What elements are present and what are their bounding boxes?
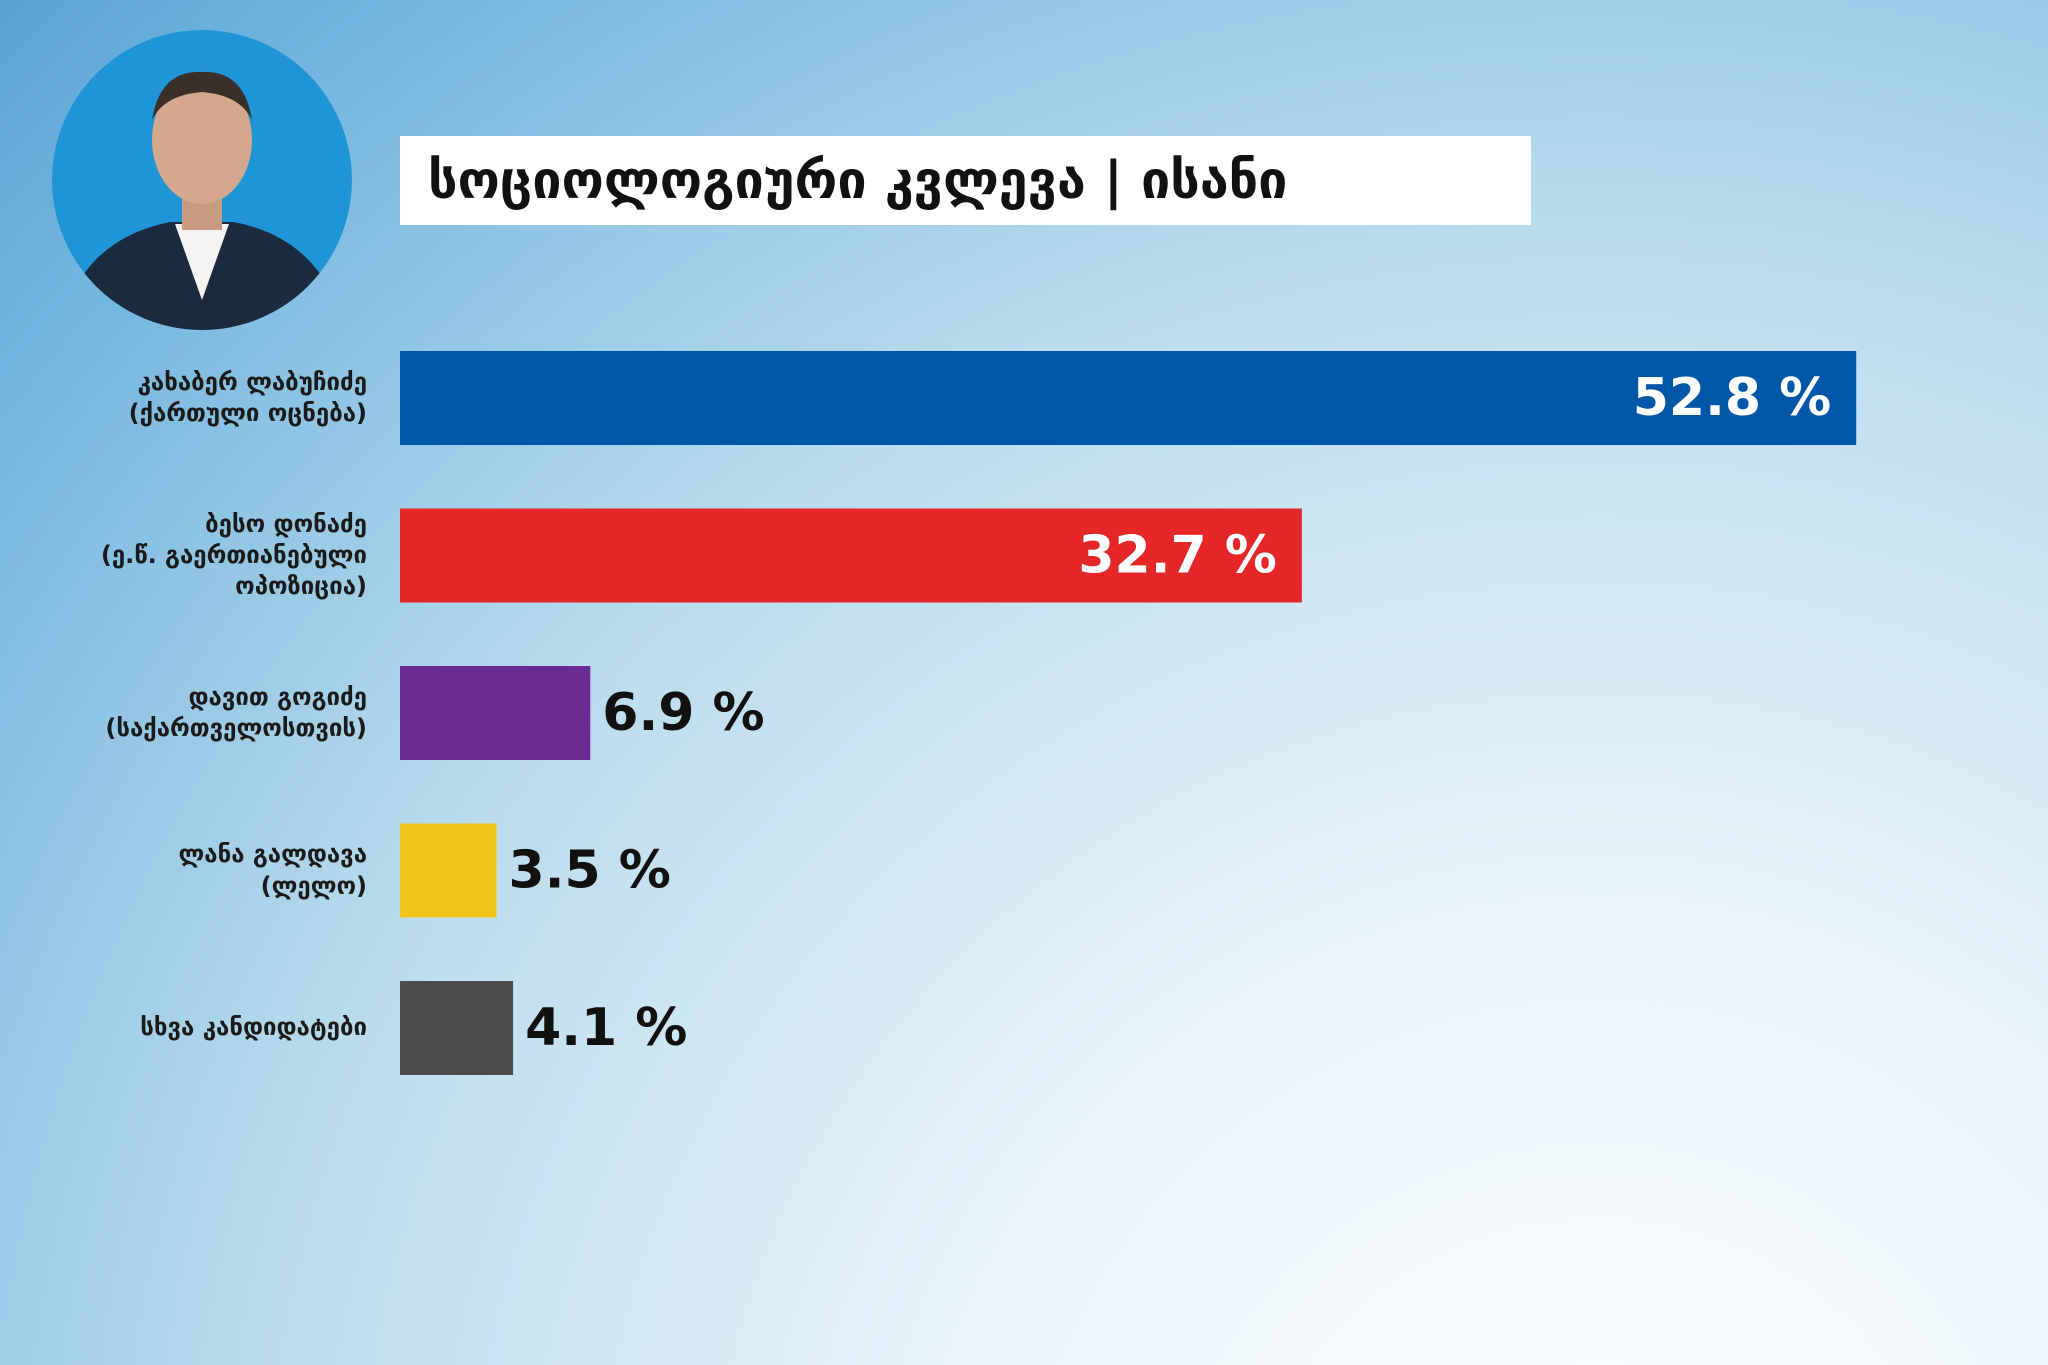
photo — [52, 30, 352, 330]
value-label: 3.5 % — [509, 841, 671, 901]
category-label: დავით გოგიძე (საქართველოსთვის) — [105, 682, 367, 742]
bar — [400, 981, 514, 1075]
chart-title: სოციოლოგიური კვლევა | ისანი — [428, 150, 1288, 211]
value-label: 32.7 % — [1078, 526, 1277, 586]
category-label: ლანა გალდავა (ლელო) — [178, 840, 368, 900]
bar — [400, 823, 497, 918]
value-label: 52.8 % — [1633, 368, 1832, 428]
category-label: სხვა კანდიდატები — [140, 1013, 367, 1042]
category-label: კახაბერ ლაბუჩიძე (ქართული ოცნება) — [128, 367, 367, 427]
title-box: სოციოლოგიური კვლევა | ისანი — [400, 136, 1531, 225]
bar — [400, 508, 1302, 603]
bar — [400, 666, 591, 760]
bar — [400, 351, 1857, 445]
value-label: 6.9 % — [602, 683, 764, 743]
category-label: ბესო დონაძე (ე.წ. გაერთიანებული ოპოზიცია… — [100, 509, 367, 601]
value-label: 4.1 % — [525, 998, 687, 1058]
